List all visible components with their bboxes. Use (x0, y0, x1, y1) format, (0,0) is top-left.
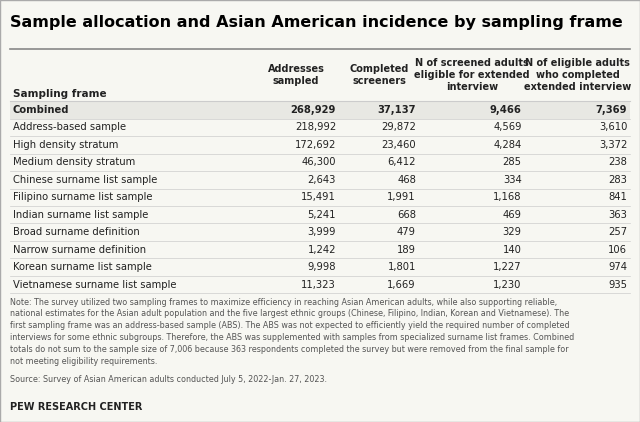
Text: 29,872: 29,872 (381, 122, 416, 133)
Text: Narrow surname definition: Narrow surname definition (13, 245, 146, 254)
Text: 468: 468 (397, 175, 416, 185)
Text: 3,372: 3,372 (599, 140, 627, 150)
Text: High density stratum: High density stratum (13, 140, 118, 150)
Text: 23,460: 23,460 (381, 140, 416, 150)
Text: 238: 238 (609, 157, 627, 168)
Text: 15,491: 15,491 (301, 192, 336, 202)
Text: N of eligible adults
who completed
extended interview: N of eligible adults who completed exten… (524, 58, 631, 92)
Text: 5,241: 5,241 (307, 210, 336, 220)
Text: 11,323: 11,323 (301, 279, 336, 289)
Text: 363: 363 (609, 210, 627, 220)
Text: 935: 935 (608, 279, 627, 289)
Text: 3,610: 3,610 (599, 122, 627, 133)
Text: 469: 469 (502, 210, 522, 220)
Text: Broad surname definition: Broad surname definition (13, 227, 140, 237)
Text: Korean surname list sample: Korean surname list sample (13, 262, 152, 272)
Text: Sample allocation and Asian American incidence by sampling frame: Sample allocation and Asian American inc… (10, 15, 622, 30)
Text: 1,991: 1,991 (387, 192, 416, 202)
Text: Completed
screeners: Completed screeners (349, 64, 409, 86)
Text: 334: 334 (503, 175, 522, 185)
Text: 668: 668 (397, 210, 416, 220)
Text: Indian surname list sample: Indian surname list sample (13, 210, 148, 220)
Text: 46,300: 46,300 (301, 157, 336, 168)
Text: Sampling frame: Sampling frame (13, 89, 106, 99)
Text: 1,230: 1,230 (493, 279, 522, 289)
Text: 106: 106 (608, 245, 627, 254)
Text: PEW RESEARCH CENTER: PEW RESEARCH CENTER (10, 402, 142, 412)
Text: 4,284: 4,284 (493, 140, 522, 150)
Text: 1,227: 1,227 (493, 262, 522, 272)
Text: 9,998: 9,998 (307, 262, 336, 272)
Text: Note: The survey utilized two sampling frames to maximize efficiency in reaching: Note: The survey utilized two sampling f… (10, 298, 574, 365)
Text: 1,242: 1,242 (307, 245, 336, 254)
Text: 268,929: 268,929 (291, 105, 336, 115)
Text: 974: 974 (608, 262, 627, 272)
Text: 285: 285 (502, 157, 522, 168)
Text: 283: 283 (609, 175, 627, 185)
Text: 218,992: 218,992 (295, 122, 336, 133)
Text: 4,569: 4,569 (493, 122, 522, 133)
Text: 172,692: 172,692 (294, 140, 336, 150)
Text: Medium density stratum: Medium density stratum (13, 157, 135, 168)
Text: 329: 329 (502, 227, 522, 237)
Text: Filipino surname list sample: Filipino surname list sample (13, 192, 152, 202)
Text: 6,412: 6,412 (387, 157, 416, 168)
Text: 189: 189 (397, 245, 416, 254)
Text: 7,369: 7,369 (596, 105, 627, 115)
Text: Source: Survey of Asian American adults conducted July 5, 2022-Jan. 27, 2023.: Source: Survey of Asian American adults … (10, 375, 326, 384)
Text: Chinese surname list sample: Chinese surname list sample (13, 175, 157, 185)
Text: 1,801: 1,801 (388, 262, 416, 272)
Text: 479: 479 (397, 227, 416, 237)
Text: 3,999: 3,999 (307, 227, 336, 237)
Text: 9,466: 9,466 (490, 105, 522, 115)
Text: Addresses
sampled: Addresses sampled (268, 64, 324, 86)
Text: N of screened adults
eligible for extended
interview: N of screened adults eligible for extend… (414, 58, 530, 92)
Text: 2,643: 2,643 (308, 175, 336, 185)
Text: Vietnamese surname list sample: Vietnamese surname list sample (13, 279, 176, 289)
Text: 257: 257 (608, 227, 627, 237)
Text: Combined: Combined (13, 105, 69, 115)
Text: 37,137: 37,137 (378, 105, 416, 115)
Text: 1,168: 1,168 (493, 192, 522, 202)
Text: 1,669: 1,669 (387, 279, 416, 289)
Text: 841: 841 (609, 192, 627, 202)
Text: 140: 140 (503, 245, 522, 254)
Text: Address-based sample: Address-based sample (13, 122, 126, 133)
